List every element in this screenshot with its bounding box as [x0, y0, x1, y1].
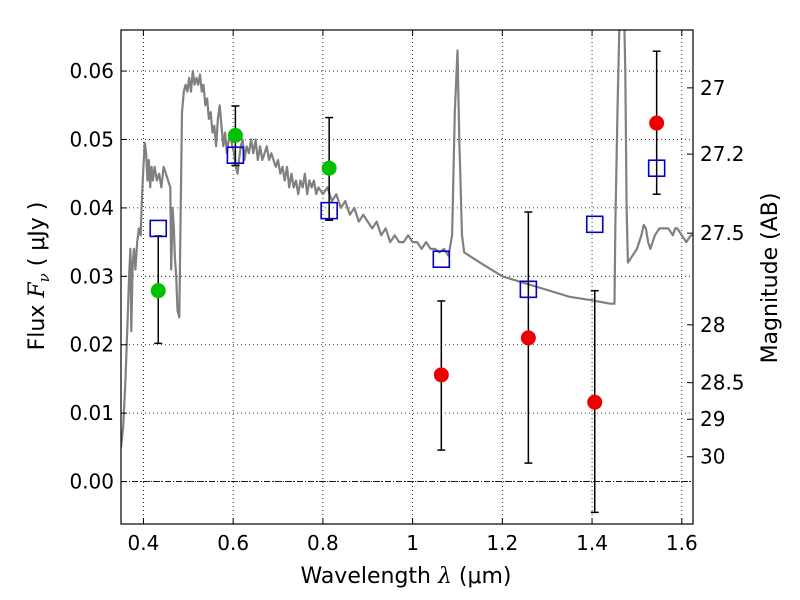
y-tick-label: 0.03	[69, 264, 114, 288]
y-axis-label: Flux Fν ( μJy )	[25, 202, 53, 351]
green-data-point	[321, 160, 337, 176]
green-data-point	[227, 127, 243, 143]
y-tick-label: 0.04	[69, 196, 114, 220]
y2-tick-label: 28	[700, 313, 725, 337]
red-data-point	[433, 367, 449, 383]
y2-tick-label: 27.2	[700, 142, 745, 166]
y-tick-label: 0.06	[69, 59, 114, 83]
x-tick-label: 0.6	[217, 531, 249, 555]
y2-tick-label: 27.5	[700, 221, 745, 245]
y2-tick-label: 28.5	[700, 371, 745, 395]
model-band-square	[226, 146, 245, 165]
y2-tick-label: 30	[700, 445, 725, 469]
model-band-square	[647, 159, 666, 178]
x-tick-label: 1.6	[666, 531, 698, 555]
model-band-markers	[149, 146, 666, 299]
model-band-square	[149, 219, 168, 238]
y2-axis-label: Magnitude (AB)	[758, 193, 783, 364]
error-bars	[154, 50, 661, 514]
x-tick-label: 0.4	[128, 531, 160, 555]
model-sed-line	[121, 30, 693, 448]
x-axis-label: Wavelength λ (μm)	[300, 564, 511, 589]
x-tick-label: 1	[406, 531, 419, 555]
y-tick-label: 0.01	[69, 401, 114, 425]
red-data-point	[649, 115, 665, 131]
model-band-square	[519, 280, 538, 299]
y-tick-label: 0.02	[69, 333, 114, 357]
x-tick-label: 1.2	[486, 531, 518, 555]
plot-frame	[120, 29, 694, 525]
y-tick-label: 0.05	[69, 127, 114, 151]
model-sed	[121, 30, 693, 448]
green-data-point	[150, 283, 166, 299]
red-data-point	[520, 330, 536, 346]
axis-ticks: 0.4 0.6 0.8 1 1.2 1.4 1.6 0.00 0.01 0.02 0.03 0.04 0…	[69, 30, 745, 555]
observed-points	[150, 115, 665, 410]
x-tick-label: 1.4	[576, 531, 608, 555]
x-tick-label: 0.8	[307, 531, 339, 555]
model-band-square	[432, 250, 451, 269]
y2-tick-label: 27	[700, 76, 725, 100]
y2-tick-label: 29	[700, 407, 725, 431]
model-band-square	[320, 201, 338, 220]
y-tick-label: 0.00	[69, 470, 114, 494]
model-band-square	[585, 215, 604, 234]
red-data-point	[587, 394, 603, 410]
